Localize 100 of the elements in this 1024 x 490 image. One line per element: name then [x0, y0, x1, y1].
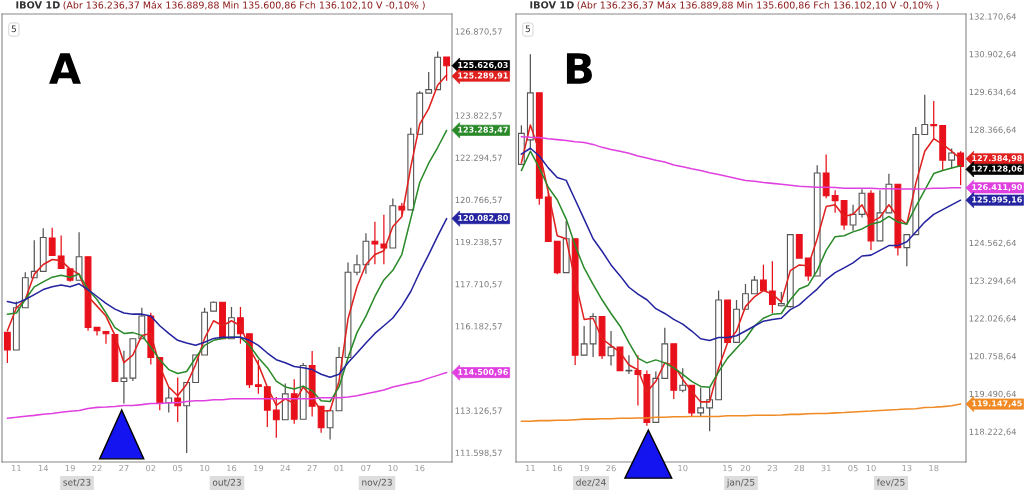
y-tick-label: 124.562,64	[969, 239, 1017, 247]
x-tick-label: 16	[415, 464, 425, 472]
candlestick	[380, 214, 388, 265]
candlestick	[679, 367, 687, 393]
x-tick-label: 10	[866, 464, 876, 472]
x-tick-label: 19	[65, 464, 75, 472]
data-label: 114.500,96	[458, 368, 508, 376]
y-tick-label: 117.710,57	[455, 281, 502, 289]
candlestick	[768, 260, 776, 314]
candlestick	[759, 264, 767, 292]
data-label: 123.283,47	[458, 126, 508, 134]
x-tick-label: 11	[11, 465, 21, 472]
chart-title: IBOV 1D	[16, 1, 60, 9]
x-tick-label: 07	[361, 464, 371, 472]
x-tick-label: 24	[280, 464, 291, 472]
candlestick	[930, 100, 938, 140]
data-label: 119.147,45	[972, 400, 1022, 408]
y-tick-label: 116.182,57	[455, 323, 502, 331]
candlestick	[102, 330, 110, 345]
text: (Abr 136.236,37 Máx 136.889,88 Min 135.600,86 Fch 136.102,10 V -0,10% )	[63, 0, 425, 10]
x-tick-label: 10	[388, 464, 398, 472]
data-label: 126.411,90	[972, 184, 1022, 192]
candlestick	[48, 227, 56, 257]
data-label: 120.082,80	[458, 214, 508, 222]
text: nov/23	[362, 478, 392, 487]
y-tick-label: 120.758,64	[969, 353, 1017, 361]
y-tick-label: 119.238,57	[455, 238, 502, 247]
x-tick-label: 13	[902, 464, 912, 472]
y-tick-label: 120.766,57	[455, 196, 502, 204]
y-tick-label: 119.490,64	[969, 390, 1017, 398]
candlestick	[254, 359, 262, 395]
text: set/23	[63, 478, 91, 487]
text: (Abr 136.236,37 Máx 136.889,88 Min 135.600,86 Fch 136.102,10 V -0,10% )	[577, 0, 939, 10]
candlestick	[607, 330, 615, 367]
x-tick-label: 05	[848, 464, 858, 472]
y-tick-label: 111.598,57	[455, 449, 502, 457]
line-series	[6, 371, 448, 419]
y-tick-label: 128.366,64	[969, 126, 1017, 134]
annotation: 5	[525, 25, 530, 33]
x-tick-label: 27	[119, 464, 129, 472]
candlestick	[697, 386, 705, 418]
y-tick-label: 123.822,57	[455, 112, 502, 120]
y-tick-label: 132.170,64	[969, 13, 1017, 21]
x-tick-label: 19	[253, 464, 264, 472]
x-tick-label: 16	[552, 464, 563, 472]
data-label: 127.384,98	[972, 155, 1022, 163]
x-tick-label: 16	[227, 464, 237, 472]
x-tick-label: 31	[821, 464, 831, 472]
candlestick	[317, 405, 325, 434]
y-tick-label: 129.634,64	[969, 88, 1017, 96]
candlestick	[425, 71, 433, 94]
candlestick	[822, 153, 830, 199]
text: out/23	[212, 478, 241, 487]
x-tick-label: 27	[307, 464, 317, 472]
candlestick	[165, 386, 173, 414]
candlestick	[795, 234, 803, 259]
x-tick-label: 20	[740, 464, 751, 472]
y-tick-label: 126.870,57	[455, 28, 502, 36]
y-tick-label: 118.222,64	[969, 428, 1017, 436]
candlestick	[957, 150, 965, 186]
text: jan/25	[726, 478, 755, 488]
x-tick-label: 26	[606, 464, 616, 472]
candlestick	[120, 350, 128, 405]
text: fev/25	[876, 478, 905, 487]
chart-title: IBOV 1D	[530, 1, 574, 9]
x-tick-label: 22	[92, 464, 102, 472]
candlestick	[625, 354, 633, 375]
annotation: A	[49, 53, 81, 84]
x-tick-label: 28	[794, 464, 804, 472]
candlestick	[371, 221, 379, 265]
candlestick	[272, 396, 280, 439]
x-tick-label: 10	[200, 464, 210, 472]
candlestick	[3, 331, 11, 364]
candlestick	[831, 189, 839, 214]
x-tick-label: 02	[146, 464, 156, 472]
annotation: 5	[11, 25, 16, 33]
text: 125.626,03	[458, 61, 508, 70]
candlestick	[580, 325, 588, 356]
y-tick-label: 130.902,64	[969, 51, 1017, 59]
candlestick	[921, 94, 929, 136]
annotation: B	[566, 53, 592, 84]
candlestick	[326, 410, 334, 441]
text: 127.128,06	[972, 165, 1022, 173]
x-tick-label: 19	[579, 464, 589, 472]
data-label: 125.995,16	[972, 196, 1022, 204]
candlestick	[57, 234, 65, 269]
x-tick-label: 18	[929, 464, 939, 472]
x-tick-label: 23	[767, 464, 778, 472]
line-series	[6, 217, 448, 379]
line-series	[520, 403, 962, 422]
text: dez/24	[576, 478, 606, 487]
data-label: 125.289,91	[458, 72, 508, 80]
line-series	[6, 129, 448, 403]
x-tick-label: 05	[172, 464, 183, 472]
x-tick-label: 15	[723, 465, 733, 472]
x-tick-label: 10	[678, 464, 688, 472]
y-tick-label: 123.294,64	[969, 277, 1017, 285]
y-tick-label: 122.294,57	[455, 154, 502, 162]
x-tick-label: 01	[334, 464, 344, 472]
y-tick-label: 122.026,64	[969, 315, 1017, 323]
